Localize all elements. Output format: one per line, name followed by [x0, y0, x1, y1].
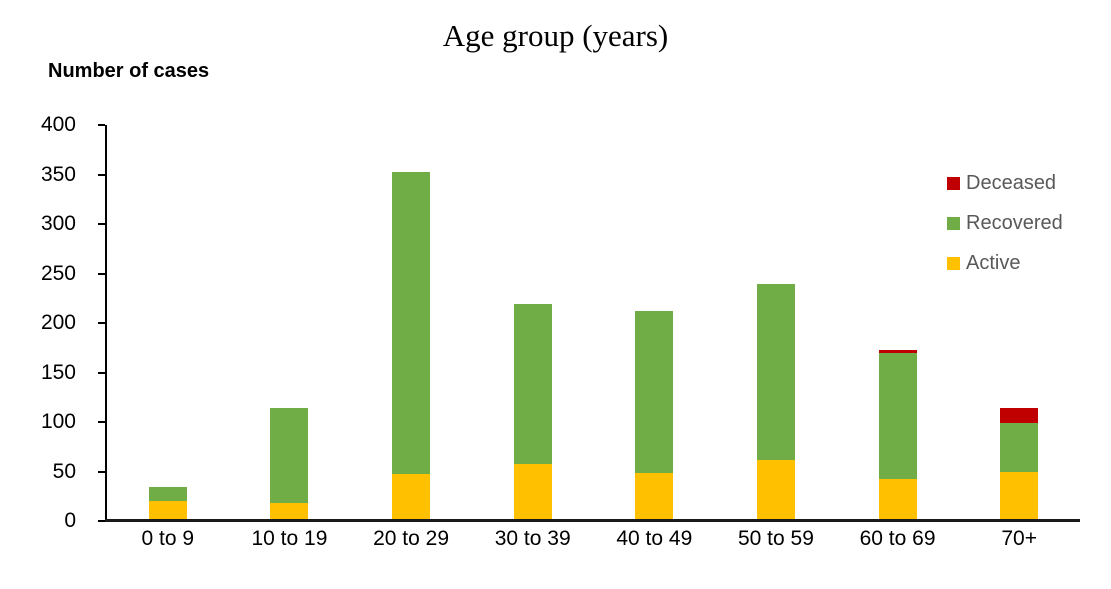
stacked-bar [270, 408, 309, 521]
legend-item-active: Active [947, 243, 1063, 283]
x-tick-label: 40 to 49 [616, 527, 693, 550]
stacked-bar [756, 284, 795, 521]
legend-swatch-icon [947, 216, 960, 230]
stacked-bar [878, 349, 917, 521]
bar-group-10-to-19: 10 to 19 [229, 125, 351, 550]
x-axis-line [105, 519, 1080, 522]
legend-item-recovered: Recovered [947, 203, 1063, 243]
bar-segment-deceased [1000, 408, 1039, 423]
y-tick-label: 300 [40, 212, 76, 235]
legend-swatch-icon [947, 256, 960, 270]
x-tick-label: 0 to 9 [141, 527, 195, 550]
x-tick-label: 10 to 19 [251, 527, 328, 550]
y-tick-mark [98, 470, 105, 473]
y-tick-mark [98, 173, 105, 176]
legend-label: Deceased [966, 171, 1057, 194]
bar-segment-recovered [756, 284, 795, 460]
stacked-bar [513, 304, 552, 521]
x-tick-label: 30 to 39 [494, 527, 571, 550]
legend-label: Active [966, 251, 1021, 274]
legend: Deceased Recovered Active [947, 163, 1063, 283]
y-axis-line [105, 125, 107, 521]
bar-group-70+: 70+ [958, 125, 1080, 550]
bar-segment-recovered [635, 311, 674, 473]
bar-segment-active [392, 474, 431, 521]
bar-group-50-to-59: 50 to 59 [715, 125, 837, 550]
bar-segment-recovered [1000, 423, 1039, 472]
bar-segment-recovered [270, 408, 309, 504]
bar-segment-deceased [878, 349, 917, 353]
bar-segment-active [270, 503, 309, 521]
y-tick-label: 400 [40, 113, 76, 136]
legend-swatch-icon [947, 176, 960, 190]
bar-group-30-to-39: 30 to 39 [472, 125, 594, 550]
x-tick-label: 20 to 29 [373, 527, 450, 550]
bar-segment-active [513, 463, 552, 521]
bar-group-40-to-49: 40 to 49 [594, 125, 716, 550]
y-tick-mark [98, 322, 105, 324]
stacked-bar [392, 171, 431, 521]
y-tick-label: 0 [64, 509, 76, 532]
y-tick-label: 100 [40, 410, 76, 433]
y-tick-label: 50 [52, 459, 76, 483]
y-axis-title: Number of cases [48, 60, 210, 82]
bar-group-20-to-29: 20 to 29 [350, 125, 472, 550]
bar-segment-active [148, 501, 187, 521]
bars-container: 0 to 9 10 to 19 20 to 29 30 to 39 40 to 49 50… [107, 125, 1080, 550]
bar-group-0-to-9: 0 to 9 [107, 125, 229, 550]
y-tick-mark [98, 124, 105, 126]
plot-area: 0 50 100 150 200 250 300 350 400 0 to 9 10 to 19 2… [41, 113, 1080, 550]
bar-segment-active [878, 479, 917, 521]
x-tick-label: 60 to 69 [859, 527, 936, 550]
bar-segment-recovered [513, 304, 552, 464]
bar-segment-recovered [148, 487, 187, 502]
y-tick-label: 350 [40, 162, 76, 186]
stacked-bar [635, 311, 674, 521]
x-tick-label: 50 to 59 [737, 527, 814, 550]
bar-segment-active [756, 459, 795, 521]
x-tick-label: 70+ [1001, 527, 1037, 550]
y-tick-label: 200 [40, 311, 76, 334]
y-tick-mark [98, 371, 105, 374]
legend-label: Recovered [966, 211, 1063, 234]
y-tick-label: 150 [40, 360, 76, 384]
bar-segment-active [635, 472, 674, 521]
legend-item-deceased: Deceased [947, 163, 1063, 203]
bar-segment-recovered [878, 352, 917, 480]
y-tick-mark [98, 520, 105, 522]
chart-title: Age group (years) [442, 18, 669, 53]
stacked-bar [1000, 408, 1039, 521]
bar-segment-active [1000, 471, 1039, 521]
y-tick-mark [98, 272, 105, 275]
y-tick-mark [98, 421, 105, 423]
stacked-bar [148, 487, 187, 521]
y-tick-mark [98, 223, 105, 225]
bar-group-60-to-69: 60 to 69 [837, 125, 959, 550]
y-tick-label: 250 [40, 261, 76, 285]
bar-segment-recovered [392, 171, 431, 475]
